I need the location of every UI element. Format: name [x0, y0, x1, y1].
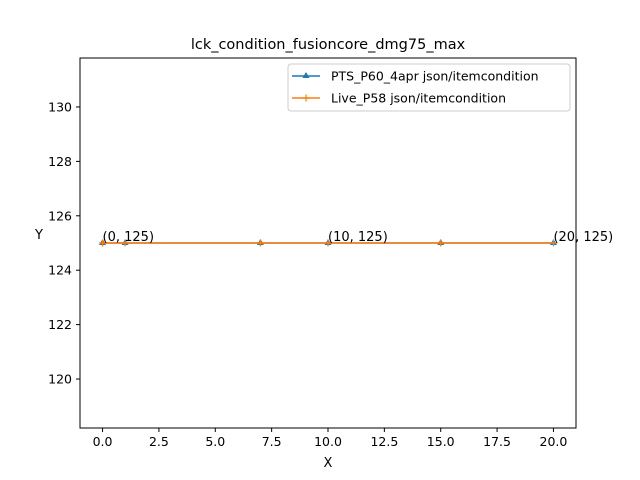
x-tick-label: 20.0	[540, 434, 568, 449]
point-annotation: (0, 125)	[103, 230, 155, 245]
legend-marker	[302, 72, 310, 78]
legend-box	[287, 63, 571, 112]
y-tick-label: 130	[48, 99, 72, 114]
legend-label: PTS_P60_4apr json/itemcondition	[331, 69, 539, 84]
legend-marker	[302, 94, 310, 102]
data-point	[256, 239, 264, 247]
x-axis: 0.0 2.5 5.0 7.5 10.0 12.5 15.0 17.5 20.0	[93, 428, 568, 449]
x-tick-label: 0.0	[93, 434, 113, 449]
data-point	[99, 239, 107, 247]
x-axis-label: X	[324, 456, 333, 471]
series-2	[99, 239, 557, 247]
point-annotation: (20, 125)	[553, 230, 613, 245]
y-tick-label: 126	[48, 208, 72, 223]
data-point	[549, 239, 557, 247]
y-tick-label: 128	[48, 154, 72, 169]
y-tick-label: 124	[48, 263, 72, 278]
x-tick-label: 5.0	[205, 434, 225, 449]
y-tick-label: 122	[48, 317, 72, 332]
data-point	[121, 239, 129, 247]
data-point	[437, 239, 445, 247]
x-tick-label: 15.0	[427, 434, 455, 449]
x-tick-label: 12.5	[370, 434, 398, 449]
x-tick-label: 7.5	[262, 434, 282, 449]
series-layer	[99, 239, 557, 247]
y-axis-label: Y	[34, 228, 43, 243]
y-axis: 120 122 124 126 128 130	[48, 99, 80, 387]
data-point	[324, 239, 332, 247]
chart-title: lck_condition_fusioncore_dmg75_max	[191, 37, 466, 53]
legend-label: Live_P58 json/itemcondition	[331, 91, 506, 106]
x-tick-label: 10.0	[314, 434, 342, 449]
x-tick-label: 2.5	[149, 434, 169, 449]
y-tick-label: 120	[48, 372, 72, 387]
annotation-layer: (0, 125) (10, 125) (20, 125)	[103, 230, 614, 245]
x-tick-label: 17.5	[483, 434, 511, 449]
point-annotation: (10, 125)	[328, 230, 388, 245]
legend-item: Live_P58 json/itemcondition	[292, 91, 506, 106]
legend: PTS_P60_4apr json/itemcondition Live_P58 …	[287, 63, 571, 112]
legend-item: PTS_P60_4apr json/itemcondition	[292, 69, 539, 84]
